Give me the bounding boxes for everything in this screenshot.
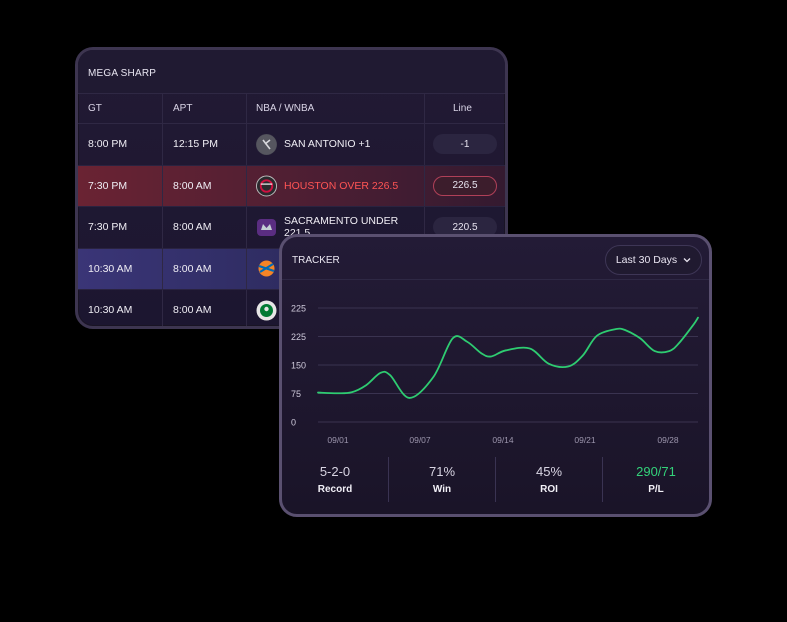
pick-row[interactable]: 7:30 PM 8:00 AM HOUSTON OVER 226.5 226.5 xyxy=(78,165,505,207)
kings-logo-icon xyxy=(256,217,277,238)
pick-gt: 7:30 PM xyxy=(78,207,163,248)
x-tick-label: 09/01 xyxy=(327,435,349,445)
pick-team: HOUSTON OVER 226.5 xyxy=(284,179,399,192)
stat-roi: 45% ROI xyxy=(496,457,603,502)
pick-line-cell: 220.5 xyxy=(425,207,505,248)
pick-line[interactable]: -1 xyxy=(433,134,497,155)
date-range-label: Last 30 Days xyxy=(615,254,678,266)
stat-value: 5-2-0 xyxy=(319,464,351,479)
pick-line-cell: 226.5 xyxy=(425,166,505,207)
pick-apt: 8:00 AM xyxy=(163,165,247,206)
pick-row[interactable]: 7:30 PM 8:00 AM SACRAMENTO UNDER 221.5 2… xyxy=(78,207,505,249)
stat-pl: 290/71 P/L xyxy=(603,457,709,502)
stat-label: Record xyxy=(317,484,353,495)
pick-team-cell: SAN ANTONIO +1 xyxy=(247,124,425,165)
pick-apt: 8:00 AM xyxy=(163,248,247,289)
picks-title: MEGA SHARP xyxy=(78,50,505,94)
tracker-title: TRACKER xyxy=(292,255,340,266)
x-tick-label: 09/07 xyxy=(409,435,431,445)
pick-row[interactable]: 10:30 AM 8:00 AM xyxy=(78,290,505,326)
stat-value: 71% xyxy=(428,464,456,479)
pick-apt: 12:15 PM xyxy=(163,124,247,165)
pick-team-cell: HOUSTON OVER 226.5 xyxy=(247,165,425,206)
pick-line[interactable]: 220.5 xyxy=(433,217,497,238)
pick-apt: 8:00 AM xyxy=(163,290,247,326)
stat-label: ROI xyxy=(540,484,558,495)
rockets-logo-icon xyxy=(256,175,277,197)
y-tick-label: 225 xyxy=(291,304,306,314)
pick-gt: 7:30 PM xyxy=(78,165,163,206)
col-line: Line xyxy=(453,103,472,114)
pick-gt: 10:30 AM xyxy=(78,290,163,326)
pick-team-cell xyxy=(247,290,425,326)
pl-series-line xyxy=(317,316,699,399)
celtics-logo-icon xyxy=(256,300,277,321)
pick-line[interactable]: 226.5 xyxy=(433,175,497,196)
pick-apt: 8:00 AM xyxy=(163,207,247,248)
picks-header-row: GT APT NBA / WNBA Line xyxy=(78,94,505,124)
pl-line-chart: 0 75 150 225 225 09/01 09/07 09/14 09/21 09/28 xyxy=(291,304,699,445)
col-league: NBA / WNBA xyxy=(247,94,425,123)
pick-team-cell: SACRAMENTO UNDER 221.5 xyxy=(247,207,425,248)
y-tick-label: 0 xyxy=(291,418,296,428)
y-tick-label: 75 xyxy=(291,389,301,399)
tracker-stats: 5-2-0 Record 71% Win 45% ROI 290/71 P/L xyxy=(282,457,709,502)
x-tick-label: 09/21 xyxy=(574,435,596,445)
tracker-divider xyxy=(282,279,709,280)
x-tick-label: 09/14 xyxy=(492,435,514,445)
stat-value: 45% xyxy=(535,464,563,479)
knicks-logo-icon xyxy=(256,258,277,279)
pick-team: SAN ANTONIO +1 xyxy=(284,138,371,151)
col-gt: GT xyxy=(78,94,163,123)
pick-gt: 10:30 AM xyxy=(78,248,163,289)
stat-value: 290/71 xyxy=(636,464,676,479)
pick-row[interactable]: 8:00 PM 12:15 PM SAN ANTONIO +1 -1 xyxy=(78,124,505,166)
x-tick-label: 09/28 xyxy=(657,435,679,445)
picks-card: MEGA SHARP GT APT NBA / WNBA Line 8:00 P… xyxy=(75,47,508,329)
pick-line-cell: -1 xyxy=(425,124,505,165)
col-apt: APT xyxy=(163,94,247,123)
stat-win: 71% Win xyxy=(389,457,496,502)
chevron-down-icon xyxy=(683,258,691,263)
y-tick-label: 225 xyxy=(291,332,306,342)
stat-label: Win xyxy=(432,484,452,495)
tracker-card: TRACKER Last 30 Days 0 75 150 225 225 09/01 09… xyxy=(279,234,712,517)
stat-label: P/L xyxy=(648,484,664,495)
y-tick-label: 150 xyxy=(291,361,306,371)
spurs-logo-icon xyxy=(256,133,277,155)
date-range-dropdown[interactable]: Last 30 Days xyxy=(605,245,702,275)
pick-gt: 8:00 PM xyxy=(78,124,163,165)
stat-record: 5-2-0 Record xyxy=(282,457,389,502)
